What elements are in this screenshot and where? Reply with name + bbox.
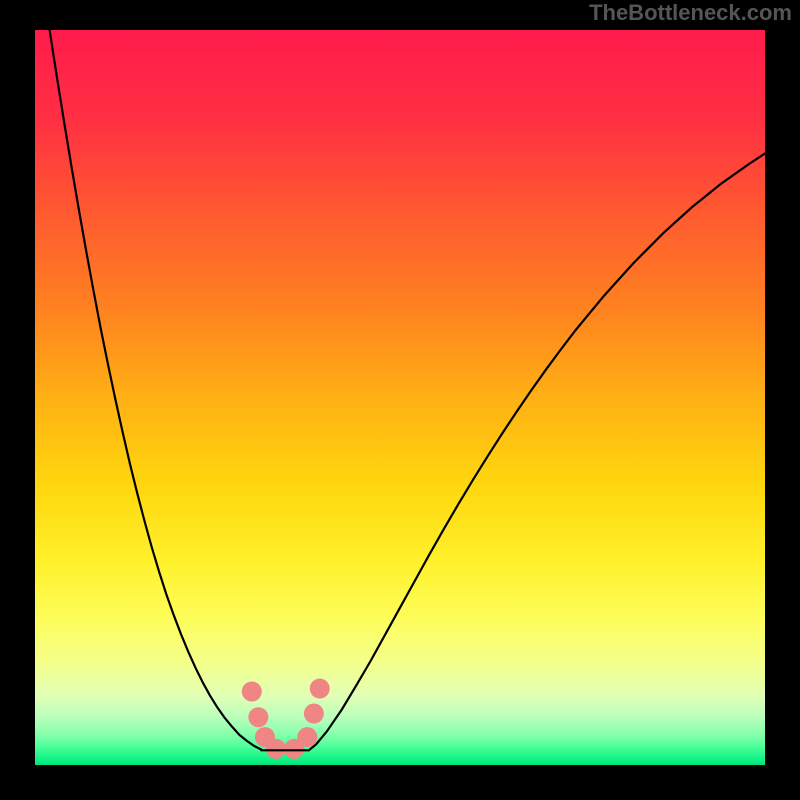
chart-background (35, 30, 765, 765)
chart-svg (35, 30, 765, 765)
plot-area (35, 30, 765, 765)
canvas-root: TheBottleneck.com (0, 0, 800, 800)
curve-marker (304, 704, 324, 724)
curve-marker (242, 682, 262, 702)
watermark-label: TheBottleneck.com (589, 0, 792, 26)
curve-marker (266, 739, 286, 759)
curve-marker (310, 679, 330, 699)
curve-marker (297, 727, 317, 747)
curve-marker (248, 707, 268, 727)
